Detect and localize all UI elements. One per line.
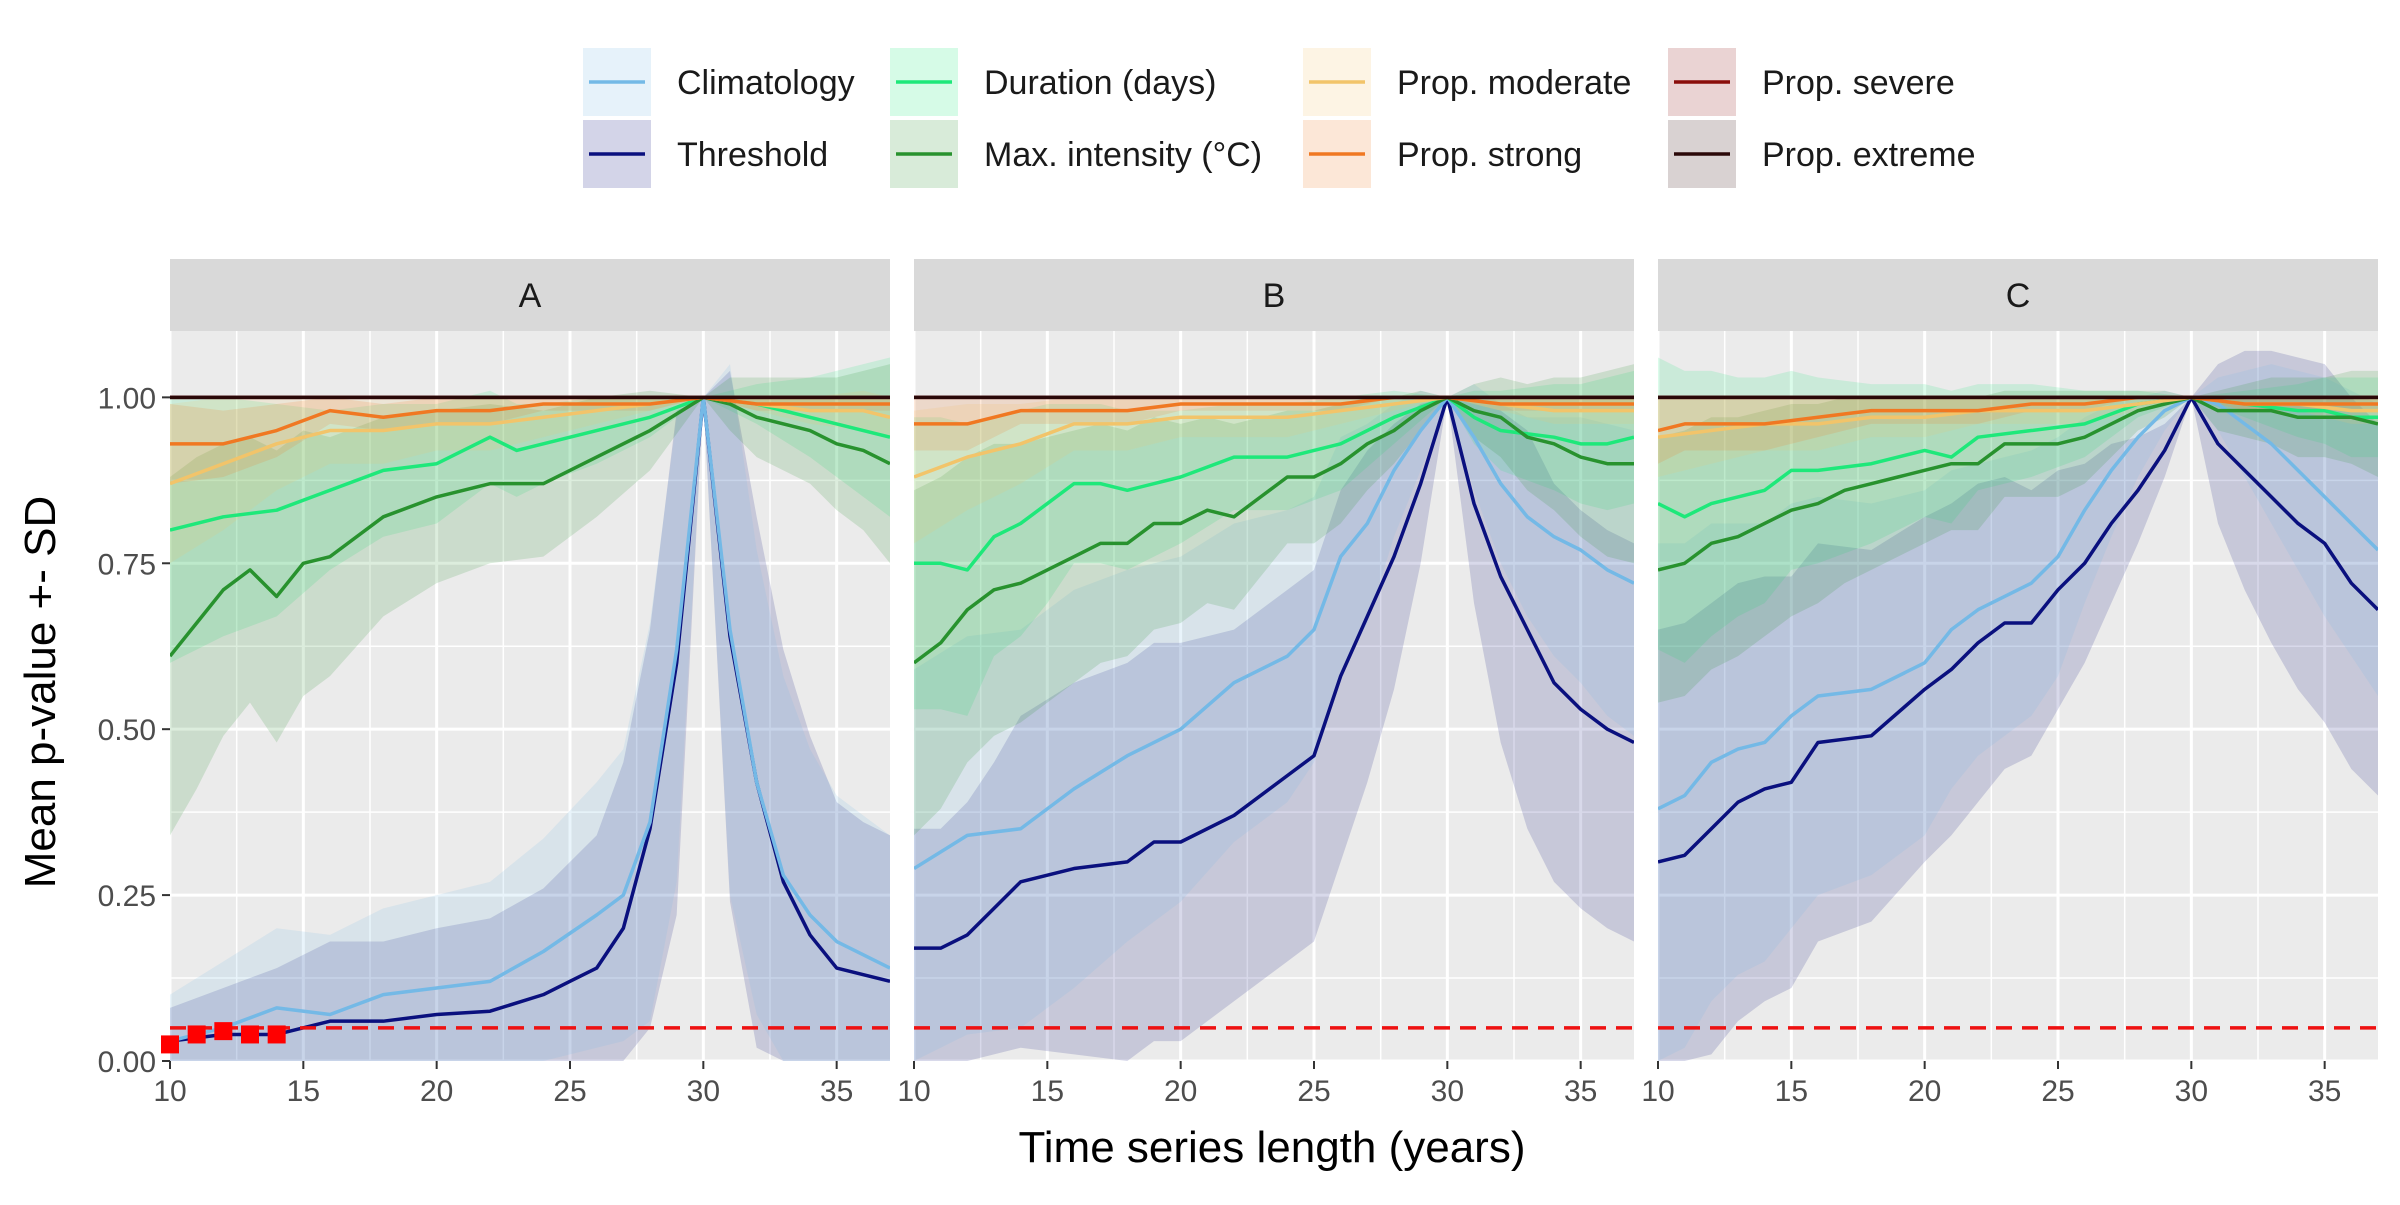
- x-tick-label: 15: [1031, 1075, 1064, 1108]
- panel-title-a: A: [519, 277, 542, 315]
- x-tick-label: 35: [1564, 1075, 1597, 1108]
- series-line-duration-days: [170, 395, 890, 532]
- sd-ribbon-max-intensity-c: [1658, 370, 2378, 703]
- series-line-max-intensity-c: [914, 395, 1634, 665]
- x-tick-label: 25: [1297, 1075, 1330, 1108]
- series-line-threshold: [1658, 395, 2378, 864]
- x-tick-label: 30: [2175, 1075, 2208, 1108]
- panel-a: A 10 15 20 25 30 35 0.00 0.25 0.50 0.75 1.00: [98, 259, 890, 1108]
- x-tick-label: 35: [820, 1075, 853, 1108]
- significant-point: [214, 1022, 233, 1041]
- legend-item-prop-moderate: Prop. moderate: [1303, 48, 1631, 116]
- series-line-climatology: [1658, 395, 2378, 811]
- x-tick-label: 30: [1431, 1075, 1464, 1108]
- significant-point: [161, 1035, 179, 1054]
- panel-b: B 10 15 20 25 30 35: [897, 259, 1634, 1108]
- panel-strip-a: [170, 259, 890, 331]
- y-tick-label: 1.00: [98, 382, 156, 415]
- x-tick-label: 10: [1641, 1075, 1674, 1108]
- y-tick-label: 0.75: [98, 548, 156, 581]
- x-tick-label: 25: [2041, 1075, 2074, 1108]
- series-line-max-intensity-c: [170, 395, 890, 658]
- panel-strip-c: [1658, 259, 2378, 331]
- panel-title-c: C: [2006, 277, 2031, 315]
- panel-title-b: B: [1263, 277, 1286, 315]
- x-tick-label: 35: [2308, 1075, 2341, 1108]
- x-axis-title: Time series length (years): [1019, 1123, 1526, 1172]
- x-tick-label: 25: [553, 1075, 586, 1108]
- legend-item-duration-days: Duration (days): [890, 48, 1216, 116]
- series-line-climatology: [914, 395, 1634, 871]
- significant-point: [241, 1025, 259, 1044]
- y-tick-label: 0.50: [98, 714, 156, 747]
- series-line-prop-strong: [914, 395, 1634, 426]
- legend-item-max-intensity-c: Max. intensity (°C): [890, 120, 1262, 188]
- sd-ribbon-threshold: [1658, 350, 2378, 1061]
- data-layer-b: [914, 364, 1634, 1061]
- y-axis-title: Mean p-value +- SD: [16, 496, 65, 889]
- data-layer-a: [170, 357, 890, 1061]
- sd-ribbon-climatology: [1658, 364, 2378, 1061]
- y-tick-label: 0.25: [98, 880, 156, 913]
- legend-label-prop-extreme: Prop. extreme: [1762, 136, 1976, 174]
- legend-label-climatology: Climatology: [677, 64, 855, 102]
- series-line-threshold: [914, 395, 1634, 950]
- legend-item-threshold: Threshold: [583, 120, 828, 188]
- panels: A 10 15 20 25 30 35 0.00 0.25 0.50 0.75 1.00 B 10 15 20…: [98, 259, 2378, 1108]
- legend-label-threshold: Threshold: [677, 136, 828, 174]
- significant-point: [187, 1025, 206, 1044]
- legend-label-max-intensity-c: Max. intensity (°C): [984, 136, 1262, 174]
- series-line-climatology: [170, 395, 890, 1043]
- x-tick-label: 20: [1908, 1075, 1941, 1108]
- legend-item-prop-extreme: Prop. extreme: [1668, 120, 1976, 188]
- series-line-prop-strong: [170, 395, 890, 446]
- x-tick-label: 10: [897, 1075, 930, 1108]
- gridlines-a: [168, 331, 890, 1063]
- sd-ribbon-prop-moderate: [170, 390, 890, 564]
- legend-item-climatology: Climatology: [583, 48, 855, 116]
- series-line-duration-days: [1658, 395, 2378, 519]
- x-tick-label: 30: [687, 1075, 720, 1108]
- x-tick-label: 15: [1775, 1075, 1808, 1108]
- sd-ribbon-prop-strong: [170, 397, 890, 484]
- sd-ribbon-prop-moderate: [1658, 397, 2378, 477]
- panel-c: C 10 15 20 25 30 35: [1641, 259, 2378, 1108]
- series-line-prop-moderate: [914, 395, 1634, 479]
- legend-label-prop-moderate: Prop. moderate: [1397, 64, 1631, 102]
- sd-ribbon-duration-days: [914, 370, 1634, 716]
- significant-point: [267, 1025, 286, 1044]
- legend: Climatology Threshold Duration (days) Max. …: [583, 48, 1976, 188]
- sd-ribbon-threshold: [914, 397, 1634, 1061]
- series-line-max-intensity-c: [1658, 395, 2378, 572]
- x-tick-label: 20: [1164, 1075, 1197, 1108]
- sd-ribbon-prop-moderate: [914, 397, 1634, 544]
- series-line-prop-moderate: [170, 395, 890, 486]
- y-tick-label: 0.00: [98, 1046, 156, 1079]
- legend-label-duration-days: Duration (days): [984, 64, 1216, 102]
- legend-label-prop-strong: Prop. strong: [1397, 136, 1582, 174]
- data-layer-c: [1658, 350, 2378, 1061]
- panel-strip-b: [914, 259, 1634, 331]
- series-line-duration-days: [914, 395, 1634, 572]
- axis-titles: Time series length (years) Mean p-value …: [16, 496, 1525, 1172]
- sd-ribbon-duration-days: [1658, 357, 2378, 663]
- series-line-prop-strong: [1658, 395, 2378, 433]
- sd-ribbon-duration-days: [170, 357, 890, 663]
- series-line-threshold: [170, 395, 890, 1043]
- legend-label-prop-severe: Prop. severe: [1762, 64, 1955, 102]
- sd-ribbon-climatology: [914, 384, 1634, 1061]
- x-tick-label: 15: [287, 1075, 320, 1108]
- legend-item-prop-strong: Prop. strong: [1303, 120, 1582, 188]
- legend-item-prop-severe: Prop. severe: [1668, 48, 1955, 116]
- x-tick-label: 20: [420, 1075, 453, 1108]
- x-tick-label: 10: [153, 1075, 186, 1108]
